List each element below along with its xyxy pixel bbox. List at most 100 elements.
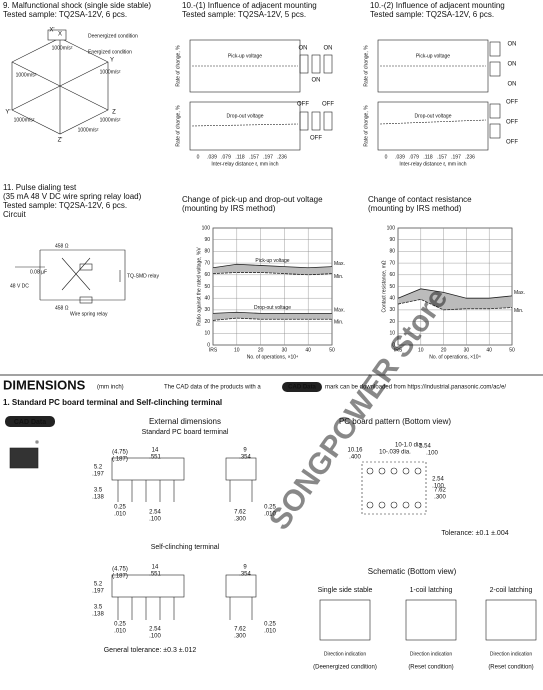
dimension: .010 [264, 512, 276, 518]
dimension: (.187) [112, 457, 128, 463]
state-label: ON [312, 78, 321, 84]
text: The CAD data of the products with a [164, 385, 261, 391]
x-tick-label: 0 [385, 154, 388, 160]
y-tick-label: 10 [389, 331, 395, 337]
chart-title: Change of contact resistance [368, 195, 472, 204]
y-tick-label: 0 [392, 342, 395, 348]
state-label: ON [508, 62, 517, 68]
dimension: .100 [432, 484, 444, 490]
y-tick-label: 90 [389, 237, 395, 243]
series-line [212, 263, 333, 269]
text: Schematic (Bottom view) [368, 567, 457, 576]
y-tick-label: 30 [204, 307, 210, 313]
dimension: 2.54 [419, 444, 431, 450]
dimension: .138 [92, 612, 104, 618]
chart-title: (mounting by IRS method) [182, 204, 276, 213]
dimension: .010 [114, 512, 126, 518]
y-tick-label: 80 [389, 249, 395, 255]
magnitude-label: 1000m/s² [100, 117, 121, 123]
y-tick-label: 30 [389, 307, 395, 313]
dimension: .197 [92, 589, 104, 595]
text: 48 V DC [10, 283, 29, 289]
series-line [397, 298, 513, 311]
series-label: Min. [334, 274, 343, 280]
dimension: .100 [149, 634, 161, 640]
watermark: SONGPOWER Store [263, 282, 454, 536]
dimension: 5.2 [94, 582, 103, 588]
text: TQ-SMD relay [127, 273, 159, 279]
x-tick-label: IRS [209, 347, 218, 353]
y-label: Rate of change, % [175, 45, 181, 87]
text: Tolerance: ±0.1 ±.004 [441, 530, 508, 537]
dimension: .551 [149, 572, 161, 578]
y-tick-label: 100 [387, 225, 396, 231]
dimension: .100 [426, 451, 438, 457]
x-label: No. of operations, ×10⁴ [247, 354, 299, 360]
dimension: 10-.039 dia. [379, 450, 411, 456]
sample-note: Tested sample: TQ2SA-12V, 6 pcs. [370, 10, 494, 19]
x-tick-label: .197 [263, 154, 273, 160]
text: Self-clinching terminal [151, 544, 220, 551]
subtitle: 1. Standard PC board terminal and Self-c… [3, 398, 222, 407]
x-tick-label: .157 [249, 154, 259, 160]
dimension: .010 [264, 629, 276, 635]
axis-label: Z' [58, 138, 63, 144]
state-label: ON [324, 46, 333, 52]
dimension: 14 [152, 565, 159, 571]
series-line [212, 311, 332, 314]
dimension: 14 [152, 448, 159, 454]
state-label: OFF [297, 102, 309, 108]
y-tick-label: 50 [204, 284, 210, 290]
dimension: 0.25 [264, 505, 276, 511]
y-tick-label: 70 [389, 260, 395, 266]
sample-note: Tested sample: TQ2SA-12V, 5 pcs. [182, 10, 306, 19]
state-label: OFF [506, 100, 518, 106]
panel-label: Pick-up voltage [416, 53, 450, 59]
section-heading: DIMENSIONS [3, 377, 86, 392]
dimension: 9 [243, 448, 247, 454]
direction-label: Direction indication [324, 651, 366, 657]
y-tick-label: 80 [204, 249, 210, 255]
sample-note: Tested sample: TQ2SA-12V, 6 pcs. [3, 10, 127, 19]
y-tick-label: 60 [204, 272, 210, 278]
x-tick-label: .039 [207, 154, 217, 160]
y-tick-label: 10 [204, 331, 210, 337]
text: 0.08 µF [30, 269, 47, 275]
x-tick-label: 0 [197, 154, 200, 160]
y-tick-label: 20 [204, 319, 210, 325]
text: Standard PC board terminal [142, 429, 229, 436]
x-tick-label: 10 [418, 347, 424, 353]
dimension: .100 [149, 517, 161, 523]
x-tick-label: .236 [277, 154, 287, 160]
x-label: Inter-relay distance ℓ, mm inch [399, 161, 466, 167]
dimension: .300 [234, 634, 246, 640]
y-label: Rate of change, % [363, 45, 369, 87]
dimension: (.187) [112, 574, 128, 580]
legend-entry: Deenergized condition [88, 33, 138, 39]
text: Wire spring relay [70, 311, 108, 317]
y-tick-label: 60 [389, 272, 395, 278]
dimension: .354 [239, 455, 251, 461]
section-title: 10.-(1) Influence of adjacent mounting [182, 1, 317, 10]
dimension: .010 [114, 629, 126, 635]
series-line [397, 288, 513, 299]
x-tick-label: .197 [451, 154, 461, 160]
x-tick-label: .236 [465, 154, 475, 160]
x-tick-label: 30 [464, 347, 470, 353]
dimension: 7.62 [234, 627, 246, 633]
band-fill [213, 312, 332, 321]
x-tick-label: IRS [394, 347, 403, 353]
dimension: .551 [149, 455, 161, 461]
text: External dimensions [149, 417, 221, 426]
state-label: OFF [506, 140, 518, 146]
legend-entry: Energized condition [88, 49, 132, 55]
section-title: 10.-(2) Influence of adjacent mounting [370, 1, 505, 10]
x-tick-label: .079 [221, 154, 231, 160]
badge-text: CAD Data [288, 385, 316, 391]
axis-label: Y [110, 58, 114, 64]
dimension: .138 [92, 495, 104, 501]
text: (35 mA 48 V DC wire spring relay load) [3, 192, 142, 201]
state-label: ON [299, 46, 308, 52]
x-tick-label: 40 [305, 347, 311, 353]
text: (mm inch) [97, 385, 124, 391]
